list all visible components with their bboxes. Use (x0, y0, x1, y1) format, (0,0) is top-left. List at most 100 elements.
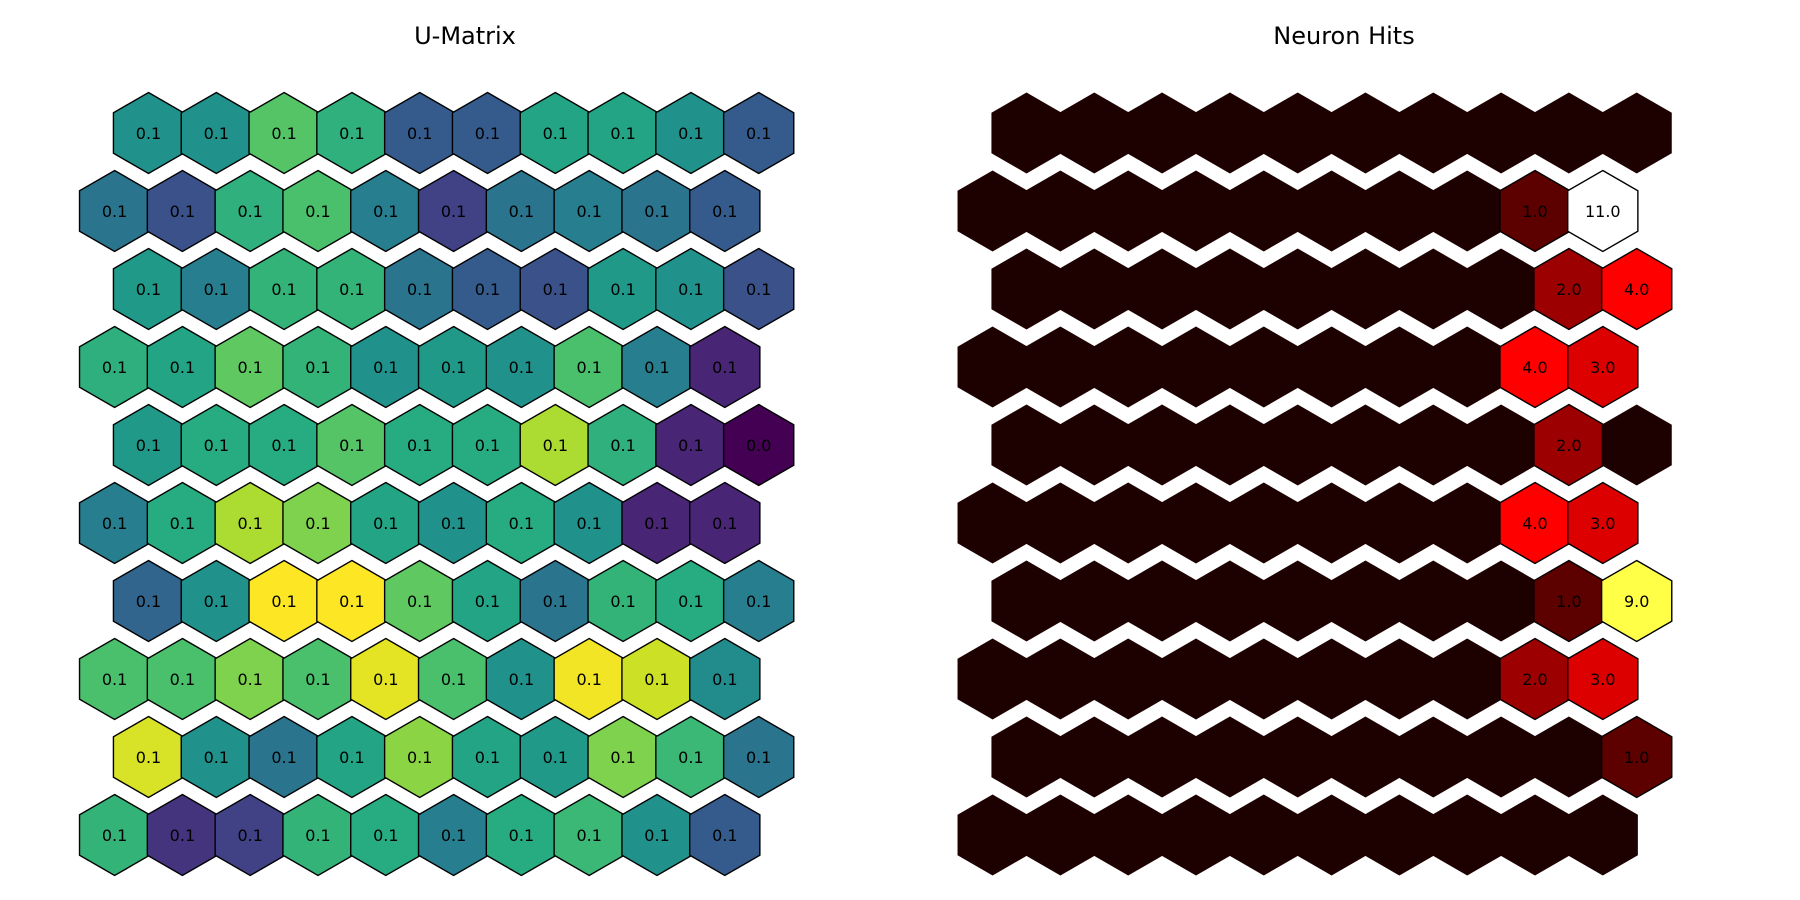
hex-label-r0-c3: 0.1 (339, 124, 364, 143)
hex-label-r3-c0: 0.1 (102, 358, 127, 377)
hex-label-r0-c9: 0.1 (746, 124, 771, 143)
hex-cell-r3-c6 (1364, 326, 1435, 408)
hex-label-r5-c5: 0.1 (441, 514, 466, 533)
hex-cell-r4-c4 (1262, 404, 1333, 486)
hex-label-r4-c4: 0.1 (407, 436, 432, 455)
hex-label-r4-c1: 0.1 (204, 436, 229, 455)
hex-cell-r3-c9 (1567, 325, 1639, 409)
hex-cell-r4-c5 (1330, 404, 1401, 486)
hex-label-r8-c5: 0.1 (475, 748, 500, 767)
hex-cell-r1-c9 (689, 169, 761, 253)
hex-cell-r8-c4 (1262, 716, 1333, 798)
hex-label-r5-c7: 0.1 (576, 514, 601, 533)
hex-cell-r0-c6 (1398, 92, 1469, 174)
hex-cell-r1-c3 (1160, 170, 1232, 252)
hex-label-r0-c0: 0.1 (136, 124, 161, 143)
hex-label-r5-c2: 0.1 (237, 514, 262, 533)
u-matrix-hex-grid: 0.1 0.1 0.1 0.1 0.1 0.1 0.1 0.1 0.1 0.1 0.1 0.1 0.1 0… (78, 91, 795, 877)
hex-cell-r9-c7 (1432, 794, 1503, 876)
hex-cell-r2-c6 (1398, 248, 1469, 330)
hex-label-r2-c8: 0.1 (678, 280, 703, 299)
hex-cell-r1-c9 (1567, 169, 1639, 253)
hex-label-r6-c7: 0.1 (610, 592, 635, 611)
hex-label-r5-c9: 0.1 (712, 514, 737, 533)
hex-label-r8-c3: 0.1 (339, 748, 364, 767)
hex-cell-r9-c3 (1160, 794, 1232, 876)
hex-label-r1-c9: 0.1 (712, 202, 737, 221)
hex-label-r0-c1: 0.1 (204, 124, 229, 143)
hex-cell-r1-c6 (1364, 170, 1435, 252)
hex-label-r2-c7: 0.1 (610, 280, 635, 299)
hex-cell-r6-c4 (1262, 560, 1333, 642)
hex-cell-r3-c4 (1228, 326, 1299, 408)
hex-label-r8-c0: 0.1 (136, 748, 161, 767)
hex-label-r7-c7: 0.1 (576, 670, 601, 689)
hex-cell-r1-c2 (1093, 170, 1164, 252)
hex-cell-r3-c1 (1025, 326, 1096, 408)
hex-cell-r8-c9 (722, 715, 795, 799)
hex-label-r2-c2: 0.1 (271, 280, 296, 299)
hex-label-r4-c2: 0.1 (271, 436, 296, 455)
hex-label-r6-c1: 0.1 (204, 592, 229, 611)
hex-label-r5-c6: 0.1 (509, 514, 534, 533)
hex-cell-r2-c9 (1600, 247, 1673, 331)
hex-label-r4-c9: 0.0 (746, 436, 771, 455)
hex-label-r9-c6: 0.1 (509, 826, 534, 845)
hex-label-r6-c0: 0.1 (136, 592, 161, 611)
hex-label-r6-c5: 0.1 (475, 592, 500, 611)
hex-cell-r8-c6 (1398, 716, 1469, 798)
hex-cell-r8-c0 (991, 716, 1062, 798)
hex-label-r0-c5: 0.1 (475, 124, 500, 143)
hex-cell-r8-c3 (1194, 716, 1265, 798)
hex-label-r2-c9: 4.0 (1624, 280, 1649, 299)
hex-cell-r0-c0 (991, 92, 1062, 174)
hex-label-r6-c6: 0.1 (543, 592, 568, 611)
hex-cell-r6-c9 (1600, 559, 1673, 643)
hex-cell-r5-c4 (1228, 482, 1299, 564)
hex-cell-r5-c1 (1025, 482, 1096, 564)
hex-label-r1-c8: 0.1 (644, 202, 669, 221)
hex-cell-r9-c2 (1093, 794, 1164, 876)
hex-label-r3-c1: 0.1 (170, 358, 195, 377)
hex-cell-r7-c7 (1432, 638, 1503, 720)
hex-cell-r3-c7 (1432, 326, 1503, 408)
hex-label-r2-c1: 0.1 (204, 280, 229, 299)
hex-cell-r8-c8 (1533, 716, 1604, 798)
hex-label-r6-c9: 9.0 (1624, 592, 1649, 611)
hex-label-r9-c9: 0.1 (712, 826, 737, 845)
hex-label-r2-c5: 0.1 (475, 280, 500, 299)
hex-label-r3-c9: 3.0 (1590, 358, 1615, 377)
hex-cell-r6-c1 (1059, 560, 1130, 642)
hex-cell-r4-c6 (1398, 404, 1469, 486)
hex-label-r8-c8: 0.1 (678, 748, 703, 767)
hex-label-r9-c0: 0.1 (102, 826, 127, 845)
hex-cell-r4-c9 (722, 403, 795, 487)
hex-cell-r2-c0 (991, 248, 1062, 330)
hex-cell-r7-c4 (1228, 638, 1299, 720)
hex-label-r6-c3: 0.1 (339, 592, 364, 611)
hex-cell-r4-c1 (1059, 404, 1130, 486)
hex-label-r9-c7: 0.1 (576, 826, 601, 845)
hex-cell-r1-c7 (1432, 170, 1503, 252)
hex-cell-r4-c3 (1194, 404, 1265, 486)
hex-cell-r0-c8 (1533, 92, 1604, 174)
hex-cell-r6-c3 (1194, 560, 1265, 642)
hex-label-r3-c2: 0.1 (237, 358, 262, 377)
hex-cell-r5-c3 (1160, 482, 1232, 564)
hex-cell-r9-c0 (957, 794, 1028, 876)
hex-label-r2-c8: 2.0 (1556, 280, 1581, 299)
hex-label-r7-c9: 0.1 (712, 670, 737, 689)
hex-label-r5-c9: 3.0 (1590, 514, 1615, 533)
hex-cell-r4-c0 (991, 404, 1062, 486)
hex-label-r1-c6: 0.1 (509, 202, 534, 221)
hex-cell-r3-c3 (1160, 326, 1232, 408)
hex-label-r0-c2: 0.1 (271, 124, 296, 143)
hex-cell-r7-c2 (1093, 638, 1164, 720)
hex-label-r8-c1: 0.1 (204, 748, 229, 767)
hex-label-r1-c3: 0.1 (305, 202, 330, 221)
hex-cell-r0-c1 (1059, 92, 1130, 174)
hex-cell-r9-c9 (689, 793, 761, 877)
hex-label-r2-c9: 0.1 (746, 280, 771, 299)
hex-label-r4-c6: 0.1 (543, 436, 568, 455)
